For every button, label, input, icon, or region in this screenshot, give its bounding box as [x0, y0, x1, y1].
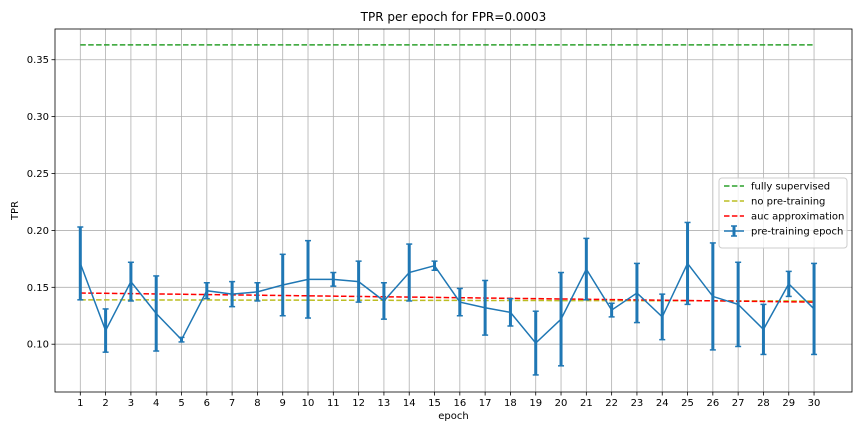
x-tick-label: 10 [302, 398, 315, 409]
x-tick-label: 25 [681, 398, 694, 409]
x-tick-label: 27 [732, 398, 745, 409]
plot-frame [54, 28, 853, 393]
x-tick-label: 1 [77, 398, 83, 409]
x-tick-label: 22 [605, 398, 618, 409]
legend-box [718, 177, 848, 249]
legend-item-fully-supervised: fully supervised [724, 182, 830, 193]
x-tick-label: 17 [479, 398, 492, 409]
legend-label: fully supervised [751, 182, 830, 193]
y-tick-label: 0.15 [27, 283, 49, 294]
legend-item-auc-approximation: auc approximation [724, 212, 844, 223]
x-tick-label: 16 [453, 398, 466, 409]
x-tick-label: 7 [229, 398, 235, 409]
chart-title: TPR per epoch for FPR=0.0003 [360, 10, 547, 24]
x-tick-label: 14 [403, 398, 416, 409]
y-tick-label: 0.30 [27, 112, 49, 123]
x-tick-label: 20 [555, 398, 568, 409]
x-tick-label: 23 [631, 398, 644, 409]
y-axis-title: TPR [10, 201, 21, 221]
x-tick-label: 11 [327, 398, 340, 409]
legend-label: no pre-training [751, 197, 825, 208]
x-tick-label: 12 [352, 398, 365, 409]
legend: fully supervised no pre-training auc appro… [718, 177, 848, 249]
y-tick-label: 0.35 [27, 55, 49, 66]
x-tick-label: 3 [128, 398, 134, 409]
x-tick-label: 29 [782, 398, 795, 409]
x-axis-title: epoch [438, 411, 468, 422]
series-line [79, 261, 815, 345]
legend-label: auc approximation [751, 212, 844, 223]
legend-item-no-pre-training: no pre-training [724, 197, 825, 208]
x-tick-label: 26 [706, 398, 719, 409]
x-tick-label: 15 [428, 398, 441, 409]
y-tick-label: 0.20 [27, 226, 49, 237]
x-tick-label: 9 [280, 398, 286, 409]
x-tick-label: 24 [656, 398, 669, 409]
x-axis: 1 2 3 4 5 6 7 8 9 10 11 12 13 14 15 16 17 18 19 20 21 22 23 24 2… [77, 392, 820, 409]
x-tick-label: 13 [378, 398, 391, 409]
x-tick-label: 4 [153, 398, 159, 409]
x-tick-label: 28 [757, 398, 770, 409]
x-tick-label: 8 [254, 398, 260, 409]
y-tick-label: 0.10 [27, 340, 49, 351]
series-line [80, 292, 815, 303]
series-pre-training-epoch [77, 221, 818, 376]
x-tick-label: 6 [204, 398, 210, 409]
x-tick-label: 5 [178, 398, 184, 409]
x-tick-label: 30 [808, 398, 821, 409]
x-tick-label: 18 [504, 398, 517, 409]
y-axis: 0.10 0.15 0.20 0.25 0.30 0.35 [27, 55, 55, 351]
x-tick-label: 19 [529, 398, 542, 409]
legend-label: pre-training epoch [751, 227, 843, 238]
x-tick-label: 2 [102, 398, 108, 409]
y-tick-label: 0.25 [27, 169, 49, 180]
x-tick-label: 21 [580, 398, 593, 409]
legend-item-pre-training-epoch: pre-training epoch [724, 225, 843, 238]
series-auc-approximation [80, 292, 815, 303]
